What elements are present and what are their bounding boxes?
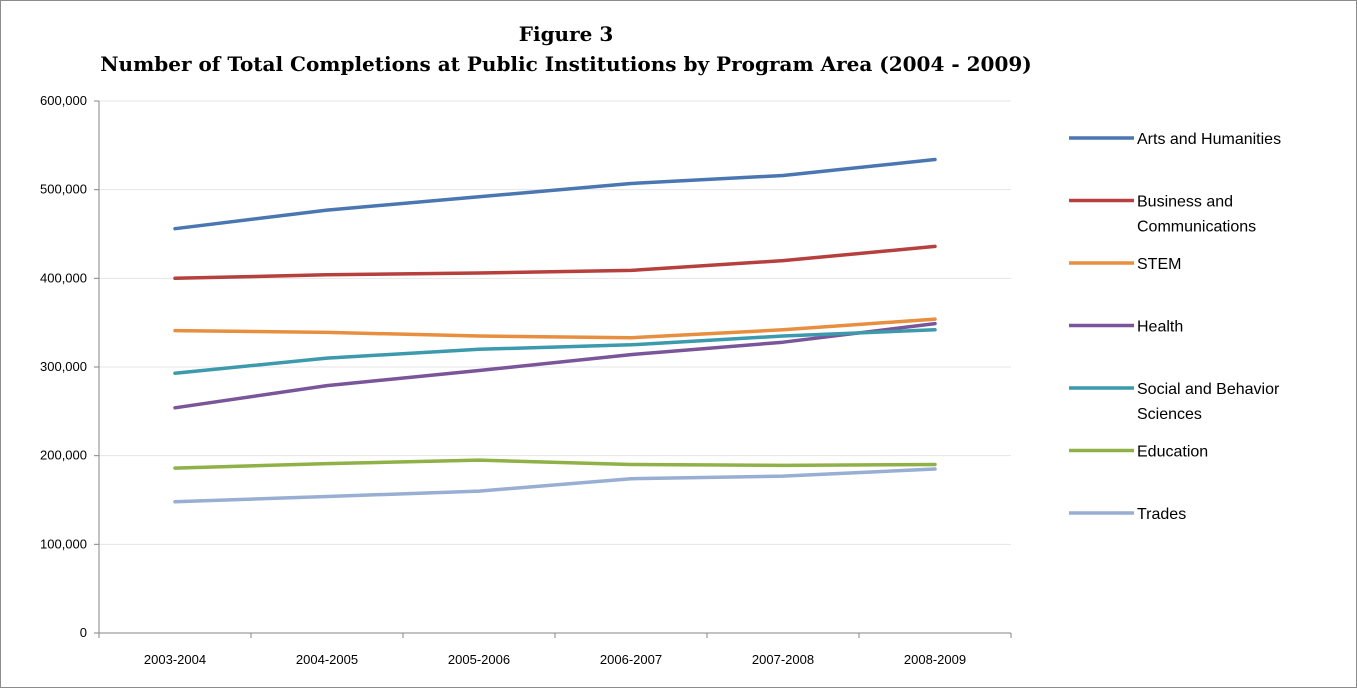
legend-label: Health <box>1137 319 1183 336</box>
legend-label: Trades <box>1137 506 1186 523</box>
y-tick-label: 600,000 <box>40 93 87 108</box>
legend-label: Arts and Humanities <box>1137 131 1281 148</box>
chart-subtitle: Number of Total Completions at Public In… <box>100 52 1032 76</box>
axes <box>94 100 1012 638</box>
series-line <box>173 321 937 410</box>
legend-label: Communications <box>1137 219 1256 236</box>
y-axis-tick-labels: 0 100,000 200,000 300,000 400,000 500,000 600,… <box>40 93 87 640</box>
y-tick-label: 500,000 <box>40 182 87 197</box>
x-axis-tick-labels: 2003-2004 2004-2005 2005-2006 2006-2007 2007… <box>144 652 966 667</box>
x-tick-label: 2007-2008 <box>752 652 814 667</box>
x-tick-label: 2005-2006 <box>448 652 510 667</box>
series-line <box>173 467 937 504</box>
series-line <box>173 244 937 281</box>
series-lines <box>173 157 937 504</box>
series-line <box>173 328 937 375</box>
y-tick-label: 100,000 <box>40 536 87 551</box>
x-tick-label: 2004-2005 <box>296 652 358 667</box>
series-line <box>173 458 937 470</box>
y-tick-label: 400,000 <box>40 270 87 285</box>
series-line <box>173 157 937 231</box>
legend-label: Education <box>1137 444 1208 461</box>
legend-label: Business and <box>1137 194 1233 211</box>
x-tick-label: 2003-2004 <box>144 652 206 667</box>
x-tick-label: 2008-2009 <box>904 652 966 667</box>
y-tick-label: 200,000 <box>40 448 87 463</box>
chart-title: Figure 3 <box>519 22 613 46</box>
y-tick-label: 300,000 <box>40 359 87 374</box>
legend-label: Social and Behavior <box>1137 381 1280 398</box>
legend-label: Sciences <box>1137 406 1202 423</box>
legend: Arts and Humanities Business and Communica… <box>1069 131 1281 523</box>
y-tick-label: 0 <box>80 625 87 640</box>
legend-label: STEM <box>1137 256 1181 273</box>
x-tick-label: 2006-2007 <box>600 652 662 667</box>
series-line <box>173 317 937 340</box>
